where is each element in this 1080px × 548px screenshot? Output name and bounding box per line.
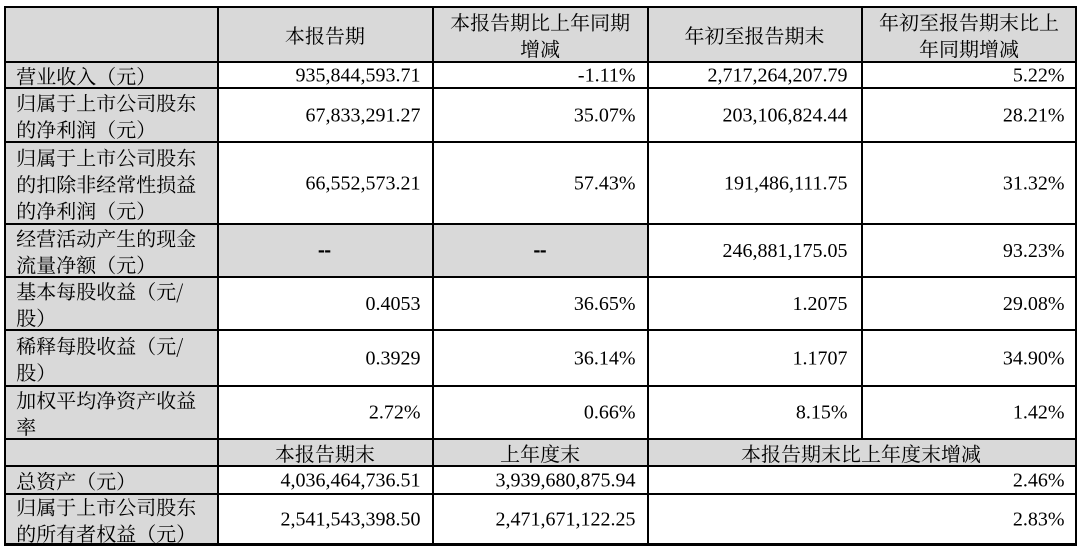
svg-text:246,881,175.05: 246,881,175.05 (723, 240, 848, 262)
svg-text:0.4053: 0.4053 (366, 293, 421, 315)
svg-text:203,106,824.44: 203,106,824.44 (723, 104, 848, 126)
svg-text:4,036,464,736.51: 4,036,464,736.51 (281, 469, 421, 491)
svg-text:0.66%: 0.66% (584, 402, 636, 424)
svg-text:2,717,264,207.79: 2,717,264,207.79 (708, 64, 848, 86)
svg-text:2,471,671,122.25: 2,471,671,122.25 (496, 509, 636, 531)
svg-text:31.32%: 31.32% (1003, 172, 1065, 194)
svg-text:0.3929: 0.3929 (366, 347, 421, 369)
svg-text:3,939,680,875.94: 3,939,680,875.94 (496, 469, 636, 491)
svg-text:36.14%: 36.14% (574, 347, 636, 369)
svg-text:2,541,543,398.50: 2,541,543,398.50 (281, 509, 421, 531)
svg-text:935,844,593.71: 935,844,593.71 (296, 64, 421, 86)
svg-text:1.42%: 1.42% (1013, 402, 1065, 424)
svg-text:1.2075: 1.2075 (793, 293, 848, 315)
svg-text:8.15%: 8.15% (796, 402, 848, 424)
svg-text:36.65%: 36.65% (574, 293, 636, 315)
svg-text:191,486,111.75: 191,486,111.75 (724, 172, 848, 194)
svg-text:66,552,573.21: 66,552,573.21 (306, 172, 421, 194)
svg-text:93.23%: 93.23% (1003, 240, 1065, 262)
svg-text:34.90%: 34.90% (1003, 347, 1065, 369)
svg-text:2.72%: 2.72% (369, 402, 421, 424)
svg-text:5.22%: 5.22% (1013, 64, 1065, 86)
svg-text:-1.11%: -1.11% (578, 64, 636, 86)
svg-text:57.43%: 57.43% (574, 172, 636, 194)
svg-text:29.08%: 29.08% (1003, 293, 1065, 315)
svg-text:2.83%: 2.83% (1013, 509, 1065, 531)
svg-text:35.07%: 35.07% (574, 104, 636, 126)
svg-text:1.1707: 1.1707 (793, 347, 848, 369)
svg-text:28.21%: 28.21% (1003, 104, 1065, 126)
svg-text:2.46%: 2.46% (1013, 469, 1065, 491)
svg-text:67,833,291.27: 67,833,291.27 (306, 104, 421, 126)
